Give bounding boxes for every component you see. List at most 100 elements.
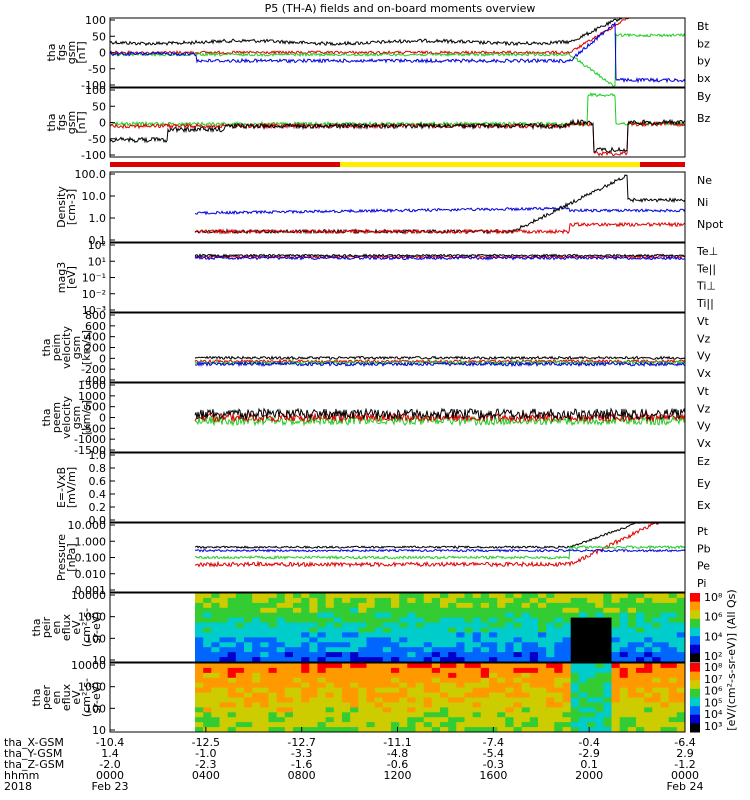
spectrogram-cell-ion — [660, 622, 670, 628]
spectrogram-cell-electron — [652, 663, 661, 669]
spectrogram-cell-ion — [350, 617, 359, 623]
spectrogram-cell-electron — [480, 697, 490, 703]
y-tick-label: 10 — [92, 654, 106, 667]
spectrogram-cell-electron — [636, 697, 645, 703]
spectrogram-cell-electron — [676, 663, 686, 669]
spectrogram-cell-electron — [546, 712, 555, 718]
spectrogram-cell-ion — [374, 627, 384, 633]
spectrogram-cell-electron — [644, 692, 653, 698]
spectrogram-cell-ion — [203, 622, 212, 628]
spectrogram-cell-electron — [472, 682, 482, 689]
spectrogram-cell-ion — [668, 652, 678, 658]
y-axis-label: fgs — [55, 44, 68, 61]
y-tick-label: 0.2 — [89, 501, 107, 514]
spectrogram-cell-ion — [293, 597, 302, 604]
spectrogram-cell-electron — [570, 687, 580, 693]
spectrogram-cell-ion — [423, 593, 433, 599]
spectrogram-cell-ion — [203, 637, 212, 643]
spectrogram-cell-ion — [415, 627, 425, 633]
spectrogram-cell-electron — [252, 722, 261, 728]
spectrogram-cell-electron — [546, 697, 555, 703]
spectrogram-cell-electron — [301, 717, 310, 723]
spectrogram-cell-electron — [505, 663, 514, 669]
spectrogram-cell-electron — [570, 677, 580, 684]
spectrogram-cell-ion — [578, 647, 588, 653]
spectrogram-cell-ion — [391, 627, 400, 633]
spectrogram-cell-electron — [260, 727, 269, 733]
spectrogram-cell-electron — [244, 663, 253, 669]
legend-entry: Vx — [697, 437, 712, 450]
spectrogram-cell-electron — [611, 707, 621, 713]
spectrogram-cell-ion — [676, 657, 686, 663]
spectrogram-cell-electron — [562, 663, 572, 669]
x-axis-tick-label: 0.1 — [580, 758, 598, 771]
spectrogram-cell-ion — [627, 602, 637, 609]
spectrogram-cell-electron — [203, 727, 212, 733]
spectrogram-cell-ion — [423, 617, 433, 623]
spectrogram-cell-ion — [587, 652, 596, 658]
spectrogram-cell-ion — [603, 632, 612, 638]
spectrogram-cell-electron — [440, 702, 449, 708]
spectrogram-cell-ion — [627, 627, 637, 633]
spectrogram-cell-ion — [382, 642, 392, 648]
spectrogram-cell-electron — [333, 717, 343, 723]
spectrogram-cell-electron — [546, 722, 555, 728]
spectrogram-cell-electron — [440, 692, 449, 698]
spectrogram-cell-ion — [676, 607, 686, 614]
spectrogram-cell-ion — [440, 612, 449, 619]
spectrogram-cell-ion — [456, 612, 465, 619]
x-axis-row-label: tha_Z-GSM — [4, 758, 64, 771]
spectrogram-cell-ion — [350, 593, 359, 599]
spectrogram-cell-ion — [546, 652, 555, 658]
spectrogram-cell-ion — [619, 597, 629, 604]
spectrogram-cell-ion — [252, 632, 261, 638]
y-tick-label: 800 — [85, 309, 106, 322]
spectrogram-cell-ion — [227, 637, 237, 643]
spectrogram-cell-ion — [440, 647, 449, 653]
spectrogram-cell-electron — [480, 692, 490, 698]
spectrogram-cell-electron — [244, 717, 253, 723]
spectrogram-cell-ion — [227, 652, 237, 658]
spectrogram-cell-electron — [440, 663, 449, 669]
spectrogram-cell-electron — [423, 677, 433, 684]
spectrogram-cell-ion — [260, 652, 269, 658]
series-line-Pt — [194, 522, 685, 550]
spectrogram-cell-electron — [399, 712, 408, 718]
spectrogram-cell-electron — [358, 702, 367, 708]
spectrogram-cell-electron — [676, 682, 686, 689]
spectrogram-cell-electron — [333, 692, 343, 698]
spectrogram-cell-ion — [276, 637, 286, 643]
spectrogram-cell-ion — [219, 637, 229, 643]
spectrogram-cell-ion — [595, 632, 604, 638]
spectrogram-cell-electron — [611, 712, 621, 718]
spectrogram-cell-ion — [325, 593, 335, 599]
spectrogram-cell-ion — [309, 627, 318, 633]
spectrogram-cell-electron — [342, 697, 351, 703]
spectrogram-cell-electron — [350, 682, 359, 689]
spectrogram-cell-electron — [350, 722, 359, 728]
spectrogram-cell-ion — [619, 612, 629, 619]
spectrogram-cell-electron — [595, 697, 604, 703]
spectrogram-cell-ion — [382, 652, 392, 658]
spectrogram-cell-ion — [562, 647, 572, 653]
spectrogram-cell-ion — [399, 647, 408, 653]
spectrogram-cell-ion — [366, 593, 376, 599]
x-axis-tick-label: 1600 — [479, 769, 507, 782]
spectrogram-cell-electron — [636, 677, 645, 684]
spectrogram-cell-ion — [480, 597, 490, 604]
y-tick-label: -1000 — [74, 433, 106, 446]
spectrogram-cell-ion — [227, 597, 237, 604]
spectrogram-cell-ion — [505, 657, 514, 663]
spectrogram-cell-electron — [391, 702, 400, 708]
spectrogram-cell-ion — [399, 597, 408, 604]
y-tick-label: 1.0 — [89, 449, 107, 462]
spectrogram-cell-electron — [244, 687, 253, 693]
spectrogram-cell-ion — [644, 632, 653, 638]
spectrogram-cell-ion — [195, 652, 204, 658]
spectrogram-cell-electron — [309, 722, 318, 728]
spectrogram-cell-ion — [440, 617, 449, 623]
spectrogram-cell-electron — [366, 717, 376, 723]
spectrogram-cell-electron — [554, 682, 563, 689]
spectrogram-cell-ion — [595, 627, 604, 633]
spectrogram-cell-electron — [595, 663, 604, 669]
